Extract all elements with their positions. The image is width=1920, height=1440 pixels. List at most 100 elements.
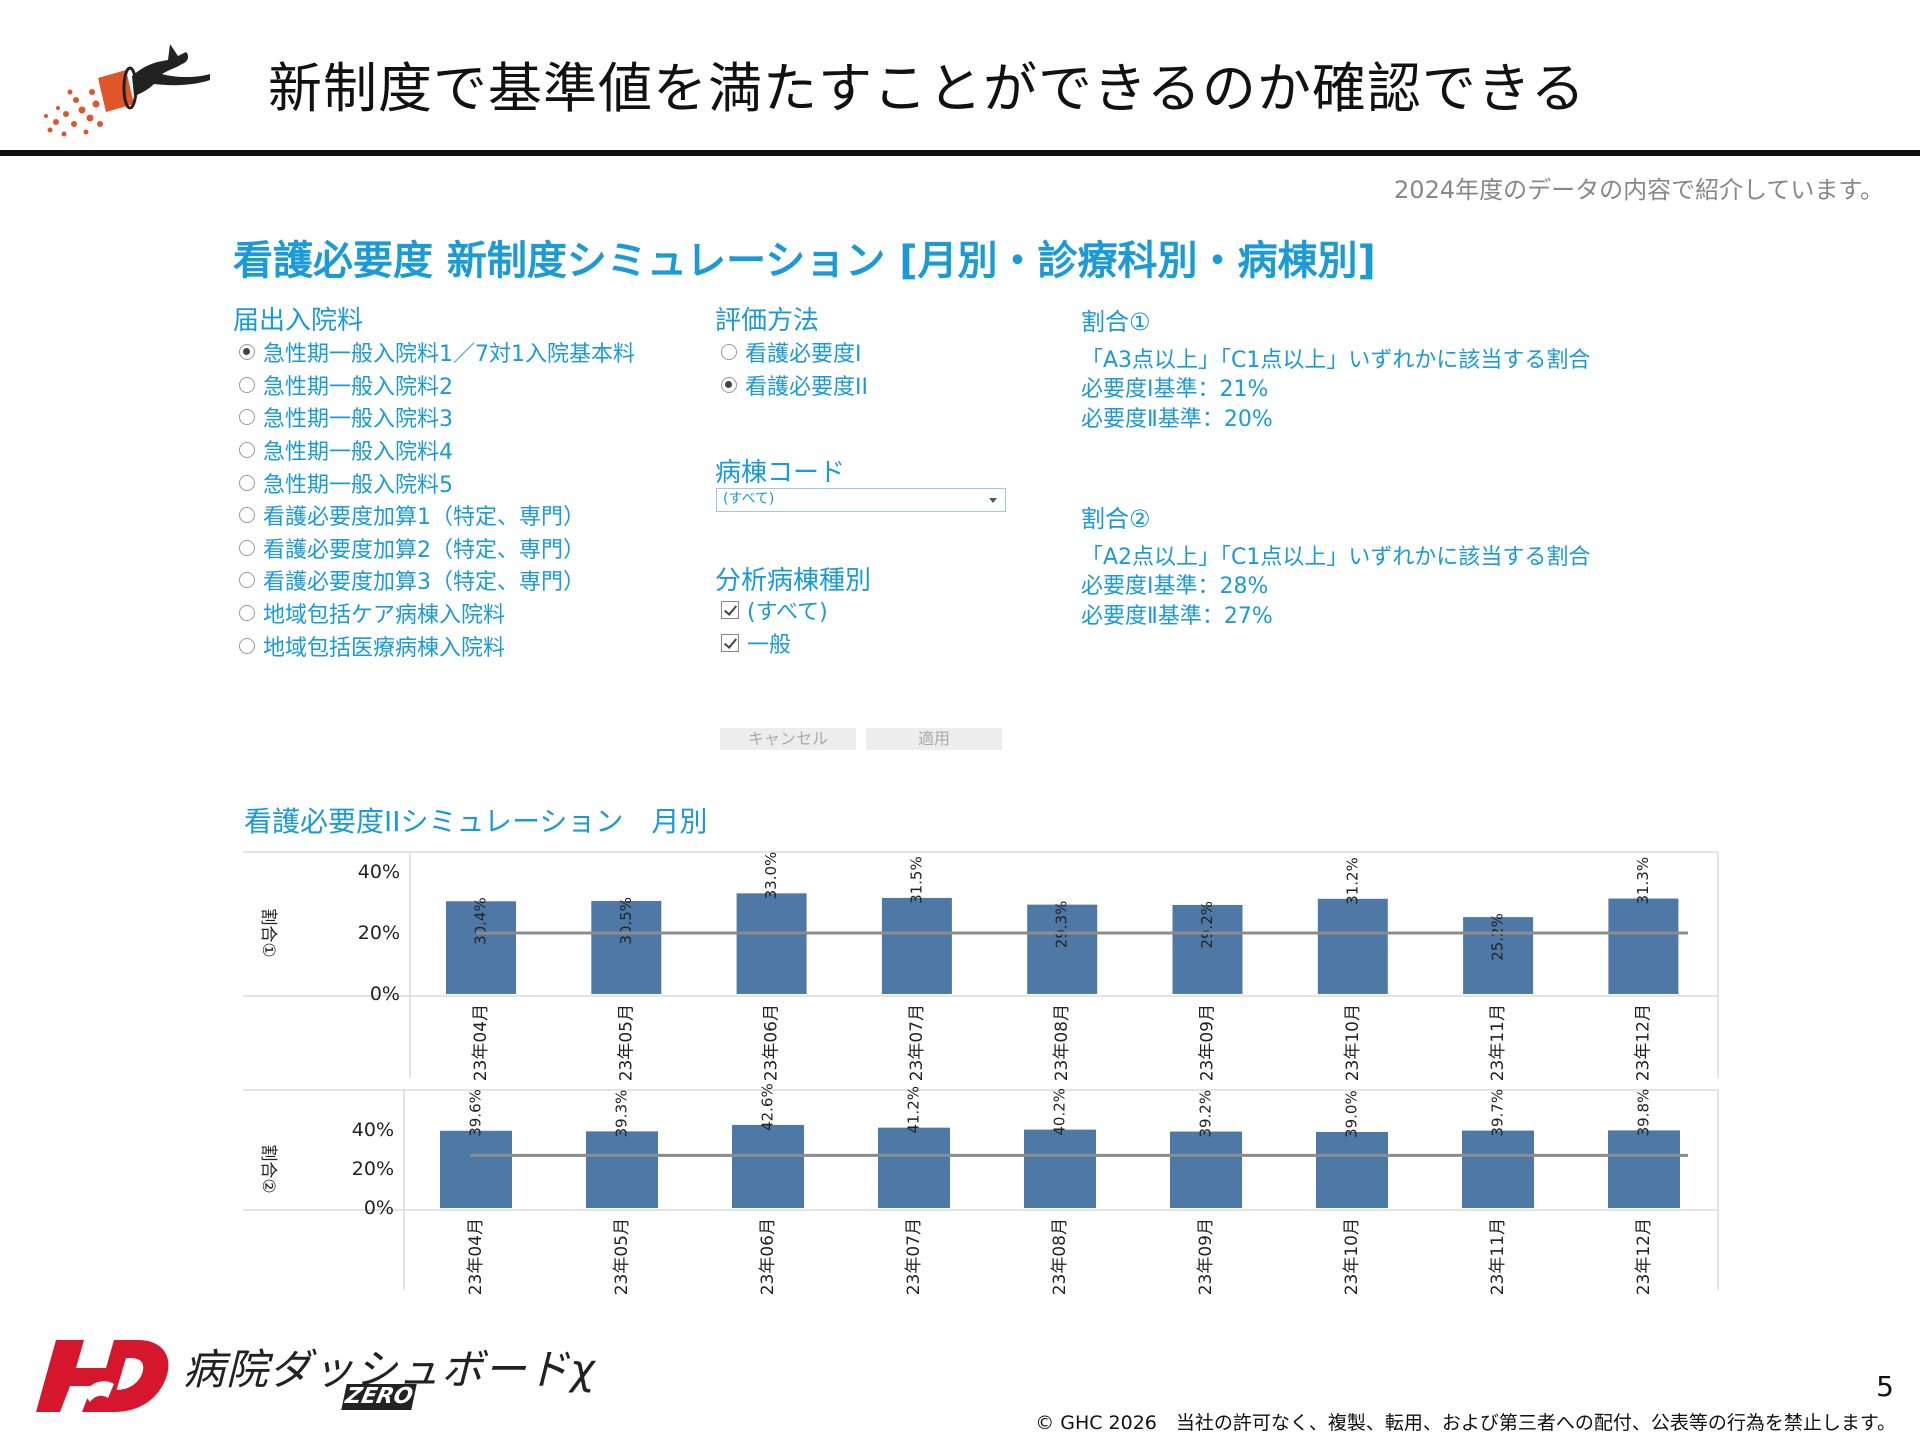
ratio2-standard-1: 必要度Ⅰ基準：28% bbox=[1081, 574, 1269, 599]
chart-data-label: 39.6% bbox=[467, 1089, 485, 1137]
chart-category-label: 23年05月 bbox=[616, 1004, 636, 1081]
chart-category-label: 23年12月 bbox=[1633, 1004, 1653, 1081]
chart-data-label: 31.3% bbox=[1634, 857, 1652, 905]
chart-category-label: 23年04月 bbox=[466, 1218, 486, 1295]
radio-icon[interactable] bbox=[239, 572, 255, 589]
title-divider bbox=[0, 150, 1920, 156]
chart-y-tick-label: 0% bbox=[364, 1197, 394, 1219]
chart-y-axis-label: 割合① bbox=[258, 908, 278, 957]
admission-fee-option[interactable]: 地域包括ケア病棟入院料 bbox=[233, 597, 635, 630]
chart-data-label: 31.5% bbox=[907, 856, 925, 904]
ward-code-value: (すべて) bbox=[723, 491, 775, 507]
chart-category-label: 23年09月 bbox=[1196, 1218, 1216, 1295]
apply-button[interactable]: 適用 bbox=[866, 728, 1002, 750]
admission-fee-label: 届出入院料 bbox=[233, 306, 364, 336]
radio-icon[interactable] bbox=[239, 539, 255, 556]
chart-data-label: 25.2% bbox=[1489, 913, 1507, 961]
ratio1-standard-1: 必要度Ⅰ基準：21% bbox=[1081, 377, 1269, 402]
chart-data-label: 33.0% bbox=[762, 852, 780, 900]
ratio2-standard-2: 必要度Ⅱ基準：27% bbox=[1081, 603, 1273, 629]
radio-selected-icon[interactable] bbox=[721, 376, 737, 393]
ratio1-heading: 割合① bbox=[1081, 308, 1151, 336]
ratio1-standard-2: 必要度Ⅱ基準：20% bbox=[1081, 406, 1273, 432]
copyright-notice: © GHC 2026 当社の許可なく、複製、転用、および第三者への配付、公表等の… bbox=[1035, 1412, 1896, 1434]
chart-data-label: 31.2% bbox=[1343, 857, 1361, 905]
ward-type-checkbox-list: (すべて) 一般 bbox=[715, 594, 828, 659]
chart-bar bbox=[591, 900, 662, 994]
chart-bar bbox=[878, 1127, 950, 1208]
evaluation-method-option[interactable]: 看護必要度I bbox=[715, 336, 868, 369]
chart-bar bbox=[1316, 1131, 1388, 1208]
chart-bar bbox=[440, 1130, 512, 1208]
chart-category-label: 23年08月 bbox=[1052, 1004, 1072, 1081]
radio-icon[interactable] bbox=[239, 376, 255, 393]
chart-bar bbox=[732, 1124, 804, 1208]
chart-data-label: 39.8% bbox=[1635, 1089, 1653, 1137]
ward-type-option[interactable]: 一般 bbox=[715, 627, 828, 660]
chart-data-label: 39.7% bbox=[1489, 1089, 1507, 1137]
evaluation-method-option[interactable]: 看護必要度II bbox=[715, 369, 868, 402]
radio-icon[interactable] bbox=[239, 637, 255, 654]
simulation-title: 看護必要度 新制度シミュレーション [月別・診療科別・病棟別] bbox=[233, 238, 1376, 284]
admission-fee-option[interactable]: 急性期一般入院料4 bbox=[233, 434, 635, 467]
chart-bar bbox=[1172, 904, 1243, 994]
radio-selected-icon[interactable] bbox=[239, 344, 255, 361]
ward-code-dropdown[interactable]: (すべて) bbox=[716, 488, 1006, 512]
admission-fee-option[interactable]: 看護必要度加算2（特定、専門） bbox=[233, 532, 635, 565]
chart-category-label: 23年04月 bbox=[471, 1004, 491, 1081]
chart-category-label: 23年10月 bbox=[1342, 1218, 1362, 1295]
product-zero-badge: ZERO bbox=[341, 1384, 417, 1410]
ward-type-option[interactable]: (すべて) bbox=[715, 594, 828, 627]
chart-data-label: 41.2% bbox=[905, 1086, 923, 1134]
radio-icon[interactable] bbox=[239, 507, 255, 524]
chevron-down-icon[interactable] bbox=[989, 498, 997, 503]
cancel-button[interactable]: キャンセル bbox=[720, 728, 856, 750]
chart-category-label: 23年11月 bbox=[1488, 1218, 1508, 1295]
chart-bar bbox=[446, 901, 516, 994]
chart-bar bbox=[1027, 904, 1098, 994]
chart-bar bbox=[1462, 1130, 1534, 1208]
chart-data-label: 29.2% bbox=[1198, 901, 1216, 949]
admission-fee-option[interactable]: 急性期一般入院料1／7対1入院基本料 bbox=[233, 336, 635, 369]
company-logo-icon bbox=[44, 44, 210, 137]
chart-category-label: 23年10月 bbox=[1343, 1004, 1363, 1081]
radio-icon[interactable] bbox=[239, 442, 255, 459]
radio-icon[interactable] bbox=[239, 409, 255, 426]
admission-fee-option[interactable]: 地域包括医療病棟入院料 bbox=[233, 629, 635, 662]
chart-y-tick-label: 20% bbox=[358, 922, 400, 944]
evaluation-method-label: 評価方法 bbox=[715, 306, 820, 336]
checkbox-checked-icon[interactable] bbox=[721, 633, 739, 652]
slide-title: 新制度で基準値を満たすことができるのか確認できる bbox=[268, 57, 1586, 120]
admission-fee-option[interactable]: 急性期一般入院料2 bbox=[233, 369, 635, 402]
chart-data-label: 39.3% bbox=[613, 1090, 631, 1138]
evaluation-method-radio-list: 看護必要度I 看護必要度II bbox=[715, 336, 868, 401]
ratio2-description: 「A2点以上」「C1点以上」いずれかに該当する割合 bbox=[1081, 544, 1591, 570]
chart-bar bbox=[1024, 1129, 1096, 1208]
chart-bar bbox=[881, 897, 952, 994]
ward-code-label: 病棟コード bbox=[715, 458, 846, 488]
admission-fee-option[interactable]: 急性期一般入院料3 bbox=[233, 401, 635, 434]
hospital-dashboard-logo-icon bbox=[36, 1340, 169, 1412]
chart-section-title: 看護必要度IIシミュレーション 月別 bbox=[244, 805, 708, 838]
radio-icon[interactable] bbox=[239, 474, 255, 491]
ratio1-description: 「A3点以上」「C1点以上」いずれかに該当する割合 bbox=[1081, 347, 1591, 373]
admission-fee-radio-list: 急性期一般入院料1／7対1入院基本料 急性期一般入院料2 急性期一般入院料3 急… bbox=[233, 336, 635, 662]
admission-fee-option[interactable]: 看護必要度加算1（特定、専門） bbox=[233, 499, 635, 532]
chart-category-label: 23年07月 bbox=[904, 1218, 924, 1295]
chart-y-tick-label: 0% bbox=[370, 983, 400, 1005]
chart-data-label: 29.3% bbox=[1053, 901, 1071, 949]
chart-category-label: 23年11月 bbox=[1488, 1004, 1508, 1081]
chart-bar bbox=[1463, 917, 1534, 994]
chart-bar bbox=[1608, 898, 1679, 994]
ratio2-info: 割合② 「A2点以上」「C1点以上」いずれかに該当する割合 必要度Ⅰ基準：28%… bbox=[1081, 505, 1590, 631]
radio-icon[interactable] bbox=[239, 605, 255, 622]
checkbox-checked-icon[interactable] bbox=[721, 601, 739, 620]
chart-bar bbox=[1608, 1130, 1680, 1208]
admission-fee-option[interactable]: 急性期一般入院料5 bbox=[233, 466, 635, 499]
chart-y-axis-label: 割合② bbox=[258, 1144, 278, 1193]
chart-bar bbox=[736, 893, 807, 994]
chart-bar bbox=[1170, 1131, 1242, 1208]
radio-icon[interactable] bbox=[721, 344, 737, 361]
chart-data-label: 30.4% bbox=[472, 897, 490, 945]
admission-fee-option[interactable]: 看護必要度加算3（特定、専門） bbox=[233, 564, 635, 597]
